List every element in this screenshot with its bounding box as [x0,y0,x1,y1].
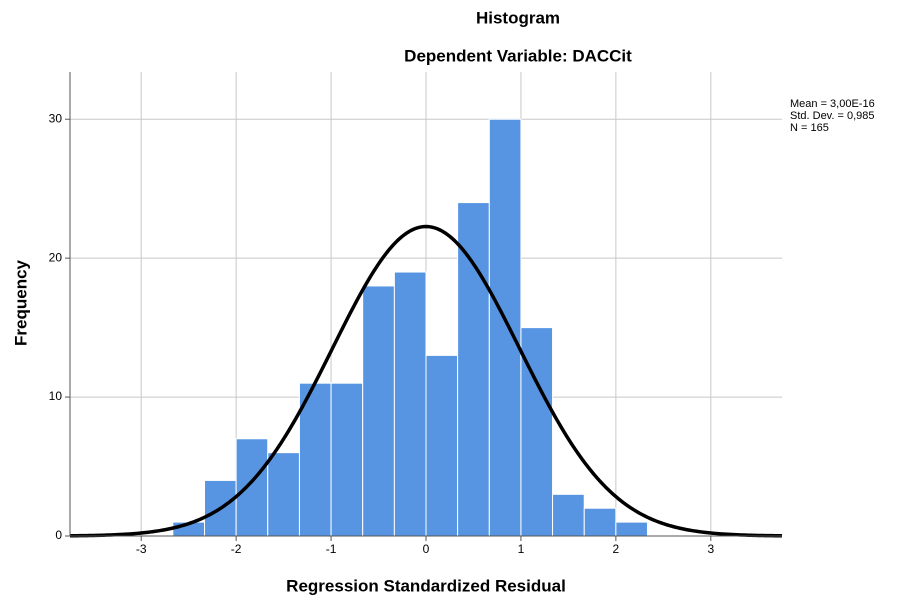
y-tick-label: 30 [49,111,63,125]
stat-label: Std. Dev. = 0,985 [790,110,875,122]
x-tick-label: -2 [231,542,242,556]
chart-subtitle: Dependent Variable: DACCit [404,46,632,65]
x-tick-label: 2 [613,542,620,556]
y-tick-label: 0 [55,528,62,542]
x-tick-label: 0 [423,542,430,556]
bar [425,354,459,537]
x-tick-label: -1 [326,542,337,556]
stat-label: N = 165 [790,122,829,134]
y-tick-label: 10 [49,389,63,403]
y-tick-label: 20 [49,250,63,264]
normal-curve [69,224,783,538]
bar [615,521,648,537]
bar [393,271,427,537]
bar [457,202,490,537]
x-tick-label: 1 [518,542,525,556]
x-tick-label: 3 [707,542,714,556]
bar [552,493,585,537]
y-axis-label: Frequency [11,259,30,346]
chart-title: Histogram [476,8,560,27]
bar [362,285,395,537]
x-axis-label: Regression Standardized Residual [286,576,566,595]
bar [330,382,364,537]
x-tick-label: -3 [136,542,147,556]
bar [235,438,269,537]
bar [488,118,522,537]
bar [267,452,300,537]
bar [583,507,617,537]
stat-label: Mean = 3,00E-16 [790,98,875,110]
